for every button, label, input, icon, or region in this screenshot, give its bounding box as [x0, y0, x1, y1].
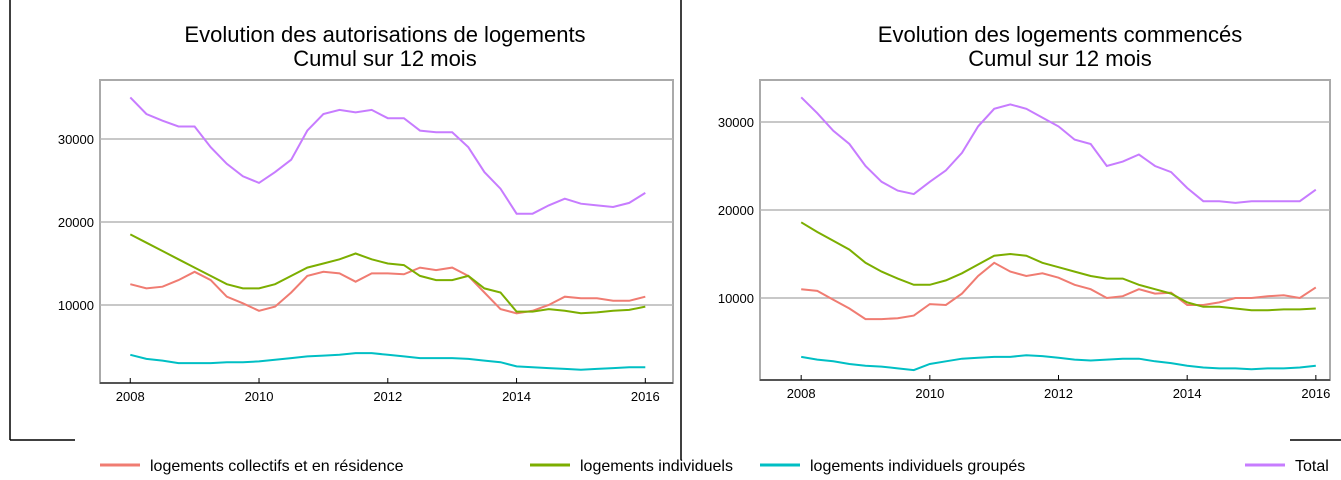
series-line	[800, 96, 1317, 204]
y-tick-label: 30000	[58, 132, 94, 147]
x-tick-label: 2014	[502, 389, 531, 404]
legend-label: logements individuels	[580, 458, 733, 475]
x-tick-label: 2016	[631, 389, 660, 404]
chart-title: Evolution des logements commencés	[878, 22, 1242, 47]
series-line	[130, 266, 646, 315]
x-tick-label: 2012	[1044, 386, 1073, 401]
legend-label: Total	[1295, 458, 1329, 475]
x-tick-label: 2012	[373, 389, 402, 404]
legend-label: logements collectifs et en résidence	[150, 458, 404, 475]
series-line	[801, 354, 1316, 372]
legend-label: logements individuels groupés	[810, 458, 1025, 475]
chart-subtitle: Cumul sur 12 mois	[968, 46, 1151, 71]
y-tick-label: 30000	[718, 115, 754, 130]
plot-frame	[99, 79, 674, 384]
plot-frame	[759, 79, 1331, 381]
y-tick-label: 10000	[58, 298, 94, 313]
y-tick-label: 20000	[58, 215, 94, 230]
series-line	[130, 352, 646, 371]
series-line	[801, 261, 1317, 321]
x-tick-label: 2014	[1173, 386, 1202, 401]
x-tick-label: 2008	[787, 386, 816, 401]
x-tick-label: 2016	[1301, 386, 1330, 401]
series-line	[129, 233, 646, 315]
series-line	[800, 221, 1316, 312]
series-line	[129, 96, 646, 215]
chart-title: Evolution des autorisations de logements	[184, 22, 585, 47]
x-tick-label: 2010	[915, 386, 944, 401]
y-tick-label: 20000	[718, 203, 754, 218]
x-tick-label: 2008	[116, 389, 145, 404]
chart-subtitle: Cumul sur 12 mois	[293, 46, 476, 71]
y-tick-label: 10000	[718, 291, 754, 306]
x-tick-label: 2010	[245, 389, 274, 404]
